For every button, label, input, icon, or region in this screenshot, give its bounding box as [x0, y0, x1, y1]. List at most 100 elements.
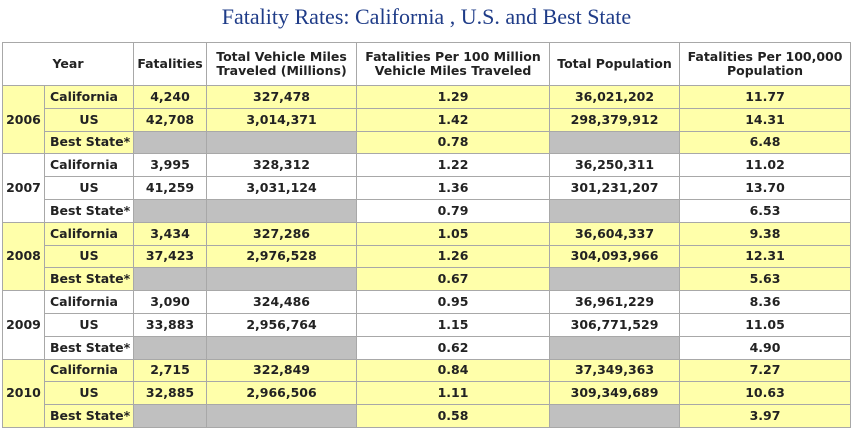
empty-cell	[206, 335, 358, 360]
region-cell: Best State*	[43, 335, 135, 360]
value-cell: 0.84	[356, 358, 551, 383]
value-cell: 0.67	[356, 267, 551, 292]
empty-cell	[549, 267, 681, 292]
value-cell: 37,423	[133, 244, 208, 269]
value-cell: 2,956,764	[206, 312, 358, 337]
value-cell: 1.36	[356, 176, 551, 200]
value-cell: 6.48	[679, 130, 852, 155]
value-cell: 1.15	[356, 312, 551, 337]
empty-cell	[133, 404, 208, 428]
value-cell: 3,014,371	[206, 107, 358, 132]
value-cell: 3,434	[133, 221, 208, 246]
column-header: Year	[1, 42, 135, 86]
table-row: US 41,259 3,031,124 1.36 301,231,207 13.70	[3, 176, 852, 200]
table-row: 2008 California 3,434 327,286 1.05 36,604,337…	[2, 221, 852, 292]
region-cell: Best State*	[43, 267, 135, 292]
table-row: US 32,885 2,966,506 1.11 309,349,689 10.63	[2, 381, 852, 406]
empty-cell	[133, 130, 208, 155]
table-row: 2010 California 2,715 322,849 0.84 37,349,363…	[2, 358, 852, 428]
year-cell: 2006	[2, 84, 45, 155]
table-row: Best State* 0.79 6.53	[3, 198, 852, 223]
value-cell: 2,715	[133, 358, 208, 383]
value-cell: 0.79	[356, 198, 551, 223]
table-row: Best State* 0.78 6.48	[2, 130, 852, 155]
column-header: Fatalities Per 100,000 Population	[679, 42, 852, 86]
value-cell: 327,286	[206, 221, 358, 246]
region-cell: US	[43, 244, 135, 269]
empty-cell	[133, 267, 208, 292]
value-cell: 1.29	[356, 85, 551, 109]
value-cell: 41,259	[133, 176, 208, 200]
table-row: 2006 California 4,240 327,478 1.29 36,021,202…	[2, 84, 852, 155]
region-cell: US	[43, 176, 135, 200]
value-cell: 32,885	[133, 381, 208, 406]
value-cell: 4.90	[679, 335, 852, 360]
table-row: US 33,883 2,956,764 1.15 306,771,529 11.05	[3, 312, 852, 337]
value-cell: 2,966,506	[206, 381, 358, 406]
value-cell: 1.42	[356, 107, 551, 132]
region-cell: US	[43, 312, 135, 337]
empty-cell	[549, 335, 681, 360]
table-row: US 37,423 2,976,528 1.26 304,093,966 12.31	[2, 244, 852, 269]
table-row: 2007 California 3,995 328,312 1.22 36,250,311…	[2, 153, 852, 223]
empty-cell	[206, 267, 358, 292]
value-cell: 10.63	[679, 381, 852, 406]
column-header: Total Population	[549, 42, 681, 86]
value-cell: 327,478	[206, 85, 358, 109]
region-cell: California	[43, 358, 135, 383]
value-cell: 1.11	[356, 381, 551, 406]
table-row: Best State* 0.62 4.90	[3, 335, 852, 360]
column-header: Fatalities Per 100 Million Vehicle Miles…	[356, 42, 551, 86]
value-cell: 14.31	[679, 107, 852, 132]
region-cell: Best State*	[43, 404, 135, 428]
value-cell: 7.27	[679, 358, 852, 383]
region-cell: California	[43, 153, 135, 178]
year-cell: 2010	[2, 358, 45, 428]
value-cell: 11.05	[679, 312, 852, 337]
value-cell: 5.63	[679, 267, 852, 292]
header-row: Year Fatalities Total Vehicle Miles Travel…	[1, 42, 852, 86]
value-cell: 1.05	[356, 221, 551, 246]
year-cell: 2009	[2, 290, 45, 360]
column-header: Fatalities	[133, 42, 208, 86]
value-cell: 3.97	[679, 404, 852, 428]
table-row: 2009 California 3,090 324,486 0.95 36,961,229…	[2, 290, 852, 360]
value-cell: 309,349,689	[549, 381, 681, 406]
value-cell: 322,849	[206, 358, 358, 383]
value-cell: 1.22	[356, 153, 551, 178]
year-cell: 2008	[2, 221, 45, 292]
value-cell: 36,250,311	[549, 153, 681, 178]
value-cell: 3,090	[133, 290, 208, 314]
value-cell: 306,771,529	[549, 312, 681, 337]
value-cell: 8.36	[679, 290, 852, 314]
value-cell: 36,604,337	[549, 221, 681, 246]
value-cell: 4,240	[133, 85, 208, 109]
value-cell: 9.38	[679, 221, 852, 246]
value-cell: 1.26	[356, 244, 551, 269]
empty-cell	[206, 130, 358, 155]
region-cell: California	[43, 85, 135, 109]
value-cell: 2,976,528	[206, 244, 358, 269]
value-cell: 0.78	[356, 130, 551, 155]
value-cell: 36,961,229	[549, 290, 681, 314]
value-cell: 36,021,202	[549, 85, 681, 109]
value-cell: 298,379,912	[549, 107, 681, 132]
value-cell: 11.02	[679, 153, 852, 178]
value-cell: 324,486	[206, 290, 358, 314]
region-cell: US	[43, 107, 135, 132]
value-cell: 12.31	[679, 244, 852, 269]
value-cell: 13.70	[679, 176, 852, 200]
region-cell: US	[43, 381, 135, 406]
region-cell: California	[43, 221, 135, 246]
empty-cell	[549, 198, 681, 223]
title: Fatality Rates: California , U.S. and Be…	[221, 4, 632, 29]
value-cell: 304,093,966	[549, 244, 681, 269]
empty-cell	[206, 198, 358, 223]
value-cell: 37,349,363	[549, 358, 681, 383]
region-cell: Best State*	[43, 198, 135, 223]
empty-cell	[206, 404, 358, 428]
value-cell: 42,708	[133, 107, 208, 132]
table-row: US 42,708 3,014,371 1.42 298,379,912 14.31	[2, 107, 852, 132]
value-cell: 0.58	[356, 404, 551, 428]
